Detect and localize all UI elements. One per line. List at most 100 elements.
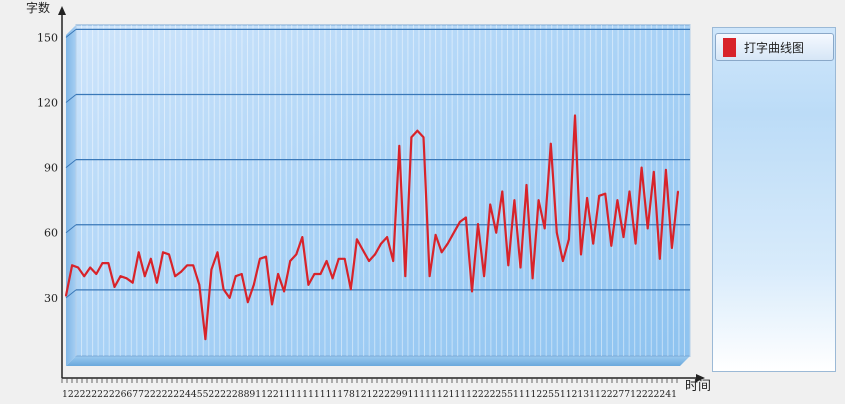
data-point [210, 268, 213, 271]
data-point [83, 275, 86, 278]
data-point [259, 257, 261, 260]
data-point [289, 260, 292, 262]
data-point [131, 281, 134, 284]
data-point [374, 253, 376, 256]
horizontal-gridlines [65, 28, 690, 299]
y-tick-label: 30 [44, 292, 58, 305]
data-point [652, 171, 655, 173]
data-point [301, 236, 304, 238]
data-point [228, 296, 231, 299]
h-gridline-depth [65, 94, 77, 103]
data-point [452, 231, 455, 234]
plot-area [75, 24, 691, 357]
data-point [186, 264, 189, 267]
vertical-gridlines [75, 25, 691, 356]
data-point [489, 203, 492, 206]
x-axis-arrow [696, 374, 705, 382]
data-point [495, 231, 498, 234]
data-point [465, 216, 467, 219]
data-point [525, 184, 528, 186]
data-point [440, 251, 443, 254]
y-tick-label: 60 [44, 227, 58, 240]
data-point [604, 192, 607, 195]
data-point [113, 286, 116, 288]
h-gridline-depth [65, 289, 77, 299]
h-gridline-depth [65, 224, 77, 234]
data-point [434, 234, 437, 236]
data-point [355, 238, 358, 241]
legend-label: 打字曲线图 [744, 40, 805, 55]
data-point [398, 144, 401, 147]
data-point [561, 260, 564, 262]
data-point [446, 242, 449, 245]
data-point [168, 253, 170, 256]
data-point [549, 142, 552, 145]
data-point [501, 190, 504, 193]
data-point [119, 275, 122, 278]
data-point [598, 194, 601, 197]
data-point [574, 114, 576, 117]
data-point [458, 220, 461, 223]
data-point [216, 251, 219, 254]
data-point [265, 255, 267, 258]
data-point [392, 260, 395, 262]
legend-item[interactable]: 打字曲线图 [715, 33, 834, 61]
data-point [192, 264, 195, 267]
data-point [422, 136, 425, 139]
data-point [368, 260, 370, 262]
data-point [568, 238, 570, 241]
data-point [137, 251, 140, 254]
data-point [295, 253, 298, 256]
legend: 打字曲线图 [712, 27, 836, 372]
plot-wall-left [66, 25, 76, 366]
data-point [428, 275, 431, 278]
data-point [592, 242, 595, 245]
data-point [677, 190, 679, 193]
data-point [77, 266, 80, 269]
data-point [174, 275, 176, 278]
x-axis-label: 时间 [685, 379, 711, 394]
x-axis-ticks [61, 378, 678, 383]
data-point [580, 253, 582, 256]
y-tick-label: 150 [37, 31, 58, 44]
data-point [246, 301, 249, 304]
data-point [337, 257, 340, 260]
data-point [543, 227, 546, 230]
data-point [234, 275, 237, 278]
series-line [64, 114, 680, 341]
data-point [483, 275, 485, 278]
data-point [513, 199, 516, 202]
data-point [271, 303, 273, 306]
data-point [307, 283, 310, 286]
y-axis-label: 字数 [26, 0, 50, 15]
data-point [180, 270, 183, 273]
data-point [519, 266, 522, 269]
data-point [95, 273, 98, 275]
data-point [610, 244, 613, 247]
data-point [537, 199, 540, 202]
data-point [252, 283, 255, 286]
data-point [162, 251, 164, 254]
legend-swatch [723, 37, 736, 57]
data-point [277, 273, 279, 275]
data-point [107, 262, 110, 265]
data-point [477, 223, 479, 225]
series-group [64, 114, 680, 341]
plot-floor [66, 356, 690, 366]
data-point [404, 275, 407, 278]
data-point [416, 129, 419, 132]
data-point [410, 136, 413, 139]
h-gridline-depth [65, 159, 77, 168]
data-point [471, 290, 473, 293]
data-point [331, 277, 334, 280]
y-tick-label: 90 [44, 162, 58, 175]
y-axis-arrow [58, 6, 66, 15]
y-tick-labels: 30 60 90 120 150 [37, 31, 58, 305]
data-point [664, 168, 667, 171]
data-point [586, 197, 589, 199]
data-point [319, 273, 322, 275]
data-point [101, 262, 104, 265]
data-point [531, 277, 534, 280]
h-gridline-depth [65, 28, 77, 38]
data-point [658, 257, 661, 260]
